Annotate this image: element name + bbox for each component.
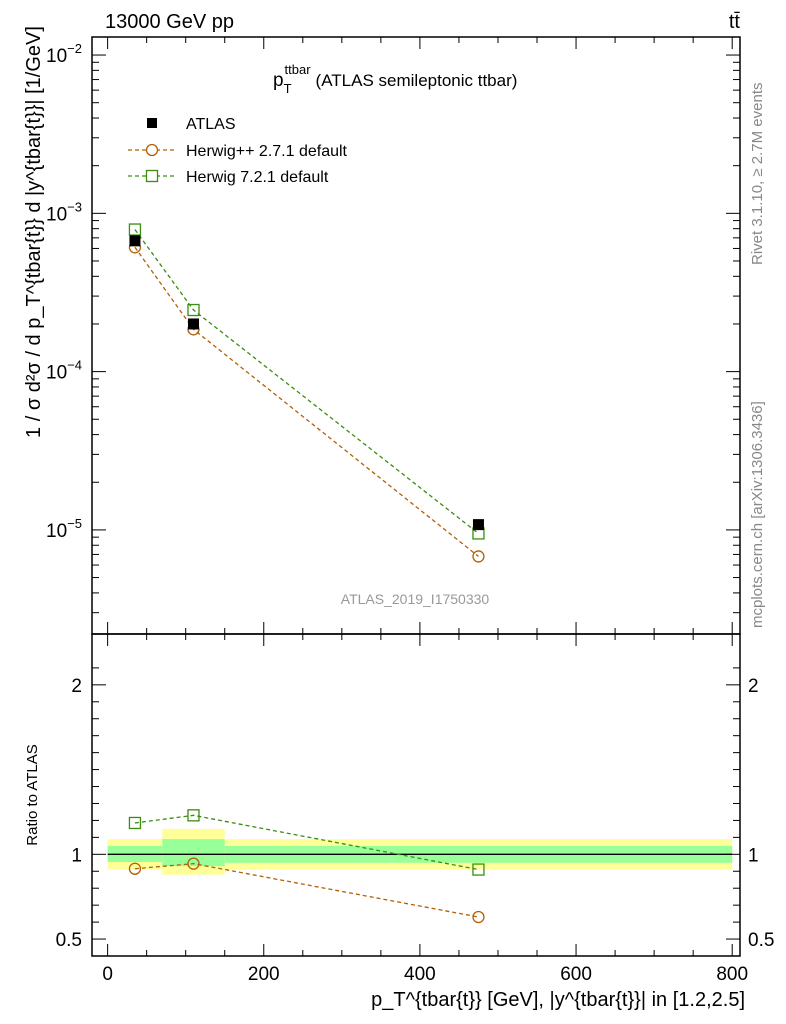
main-y-tick-label: 10−2 xyxy=(46,41,82,67)
ratio-herwigpp-point xyxy=(472,910,485,924)
x-tick-label: 600 xyxy=(560,964,592,985)
x-axis-label: p_T^{tbar{t}} [GeV], |y^{tbar{t}}| in [1… xyxy=(371,989,745,1011)
ratio-herwig7-point xyxy=(128,816,142,830)
main-y-tick-label: 10−3 xyxy=(46,199,82,225)
ratio-y-tick-label-right: 0.5 xyxy=(748,930,774,951)
plot-title: pTttbar(ATLAS semileptonic ttbar) xyxy=(273,62,517,96)
main-y-tick-label: 10−4 xyxy=(46,358,82,384)
ratio-y-tick-label: 2 xyxy=(71,676,82,697)
ratio-y-tick-label-right: 1 xyxy=(748,845,759,866)
ratio-panel-plot: 0.5 0.5 1 1 2 2 0 200 400 600 800 xyxy=(56,634,774,985)
ratio-herwig7-point xyxy=(472,863,485,876)
main-y-tick-label: 10−5 xyxy=(46,516,82,542)
herwig7-point xyxy=(128,223,142,236)
legend-marker-herwigpp xyxy=(145,143,159,157)
legend-marker-atlas xyxy=(147,118,157,128)
herwigpp-line xyxy=(134,246,479,557)
analysis-watermark: ATLAS_2019_I1750330 xyxy=(341,591,490,607)
ratio-band-inner xyxy=(162,839,225,867)
legend-label-herwig7: Herwig 7.2.1 default xyxy=(186,169,329,186)
x-tick-label: 0 xyxy=(102,964,113,985)
ratio-y-tick-label: 0.5 xyxy=(56,930,82,951)
ratio-herwigpp-line xyxy=(134,862,479,918)
legend-label-herwigpp: Herwig++ 2.7.1 default xyxy=(186,143,348,160)
ratio-herwigpp-point xyxy=(128,862,142,875)
mcplots-label: mcplots.cern.ch [arXiv:1306.3436] xyxy=(749,401,766,628)
atlas-point xyxy=(472,519,484,531)
ratio-herwig7-line xyxy=(134,814,479,871)
rivet-label: Rivet 3.1.10, ≥ 2.7M events xyxy=(749,83,766,266)
process-label: tt̄ xyxy=(729,11,741,33)
ratio-y-tick-label-right: 2 xyxy=(748,676,759,697)
x-tick-label: 800 xyxy=(716,964,748,985)
atlas-point xyxy=(187,318,199,330)
herwigpp-point xyxy=(472,550,485,563)
main-panel-plot: 10−5 10−4 10−3 10−2 xyxy=(46,37,740,634)
ratio-y-tick-label: 1 xyxy=(71,845,82,866)
energy-label: 13000 GeV pp xyxy=(105,11,234,33)
ratio-herwig7-point xyxy=(187,809,200,822)
ratio-panel-frame xyxy=(91,633,741,957)
y-axis-label-main: 1 / σ d²σ / d p_T^{tbar{t}} d |y^{tbar{t… xyxy=(23,26,45,438)
atlas-point xyxy=(129,235,141,247)
x-tick-label: 400 xyxy=(404,964,436,985)
legend: ATLAS Herwig++ 2.7.1 default Herwig 7.2.… xyxy=(128,116,348,186)
herwig7-point xyxy=(187,303,200,317)
herwig7-line xyxy=(134,229,479,534)
x-tick-label: 200 xyxy=(248,964,280,985)
ratio-herwigpp-point xyxy=(187,857,200,870)
legend-marker-herwig7 xyxy=(145,169,159,183)
y-axis-label-ratio: Ratio to ATLAS xyxy=(24,744,41,845)
legend-label-atlas: ATLAS xyxy=(186,116,236,133)
